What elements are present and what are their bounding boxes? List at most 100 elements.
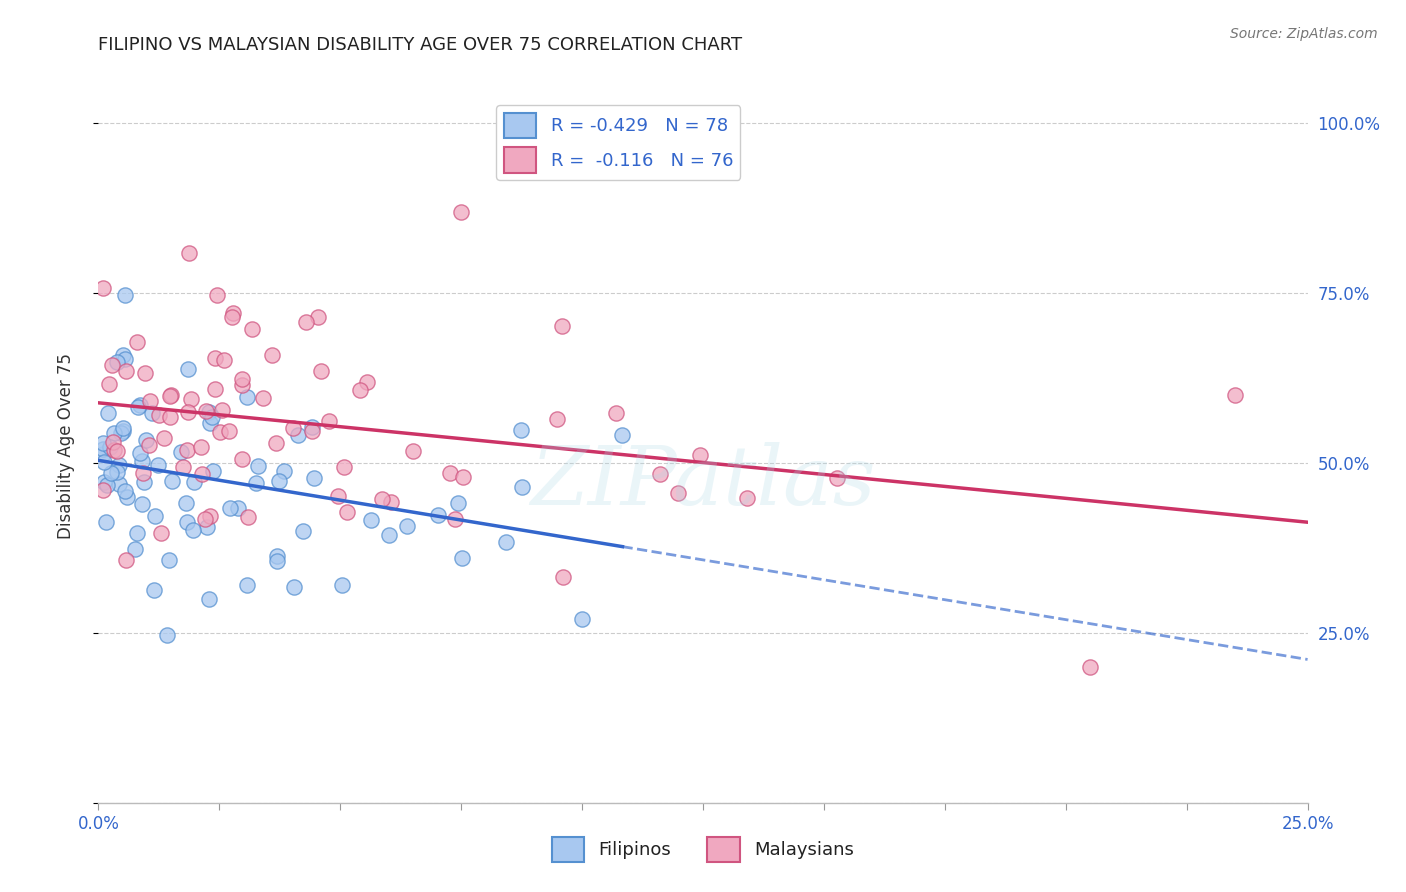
Point (240, 322, 263, 336)
Point (125, 334, 148, 349)
Point (236, 390, 259, 404)
Point (304, 471, 326, 485)
Point (114, 553, 136, 567)
Point (450, 204, 472, 219)
Point (114, 288, 136, 302)
Point (160, 388, 183, 402)
Point (426, 508, 449, 522)
Point (380, 494, 402, 508)
Point (825, 471, 848, 485)
Point (91, 436, 114, 450)
Point (131, 498, 153, 512)
Point (111, 348, 134, 362)
Point (124, 541, 146, 556)
Point (231, 371, 253, 385)
Point (111, 424, 134, 438)
Point (142, 583, 165, 598)
Point (349, 383, 371, 397)
Point (139, 394, 162, 409)
Point (195, 520, 218, 534)
Point (356, 375, 378, 389)
Point (191, 467, 214, 482)
Point (180, 392, 202, 407)
Point (307, 310, 329, 324)
Point (93, 475, 115, 490)
Point (117, 490, 139, 504)
Point (333, 459, 356, 474)
Point (97, 406, 120, 420)
Point (176, 443, 198, 458)
Point (172, 460, 194, 475)
Point (1223, 388, 1246, 402)
Point (177, 246, 200, 260)
Point (153, 431, 176, 445)
Point (201, 464, 224, 478)
Point (218, 424, 240, 438)
Point (105, 355, 128, 369)
Point (291, 524, 314, 538)
Point (131, 454, 153, 468)
Point (495, 535, 517, 549)
Point (100, 358, 122, 372)
Point (246, 458, 269, 473)
Point (148, 408, 170, 422)
Point (127, 400, 149, 414)
Point (110, 425, 132, 440)
Point (735, 491, 758, 505)
Point (94, 515, 117, 529)
Point (447, 496, 470, 510)
Point (207, 288, 229, 302)
Point (231, 378, 253, 392)
Point (267, 475, 290, 489)
Point (336, 505, 359, 519)
Point (183, 475, 205, 490)
Point (103, 442, 125, 457)
Point (105, 465, 128, 479)
Point (287, 427, 309, 442)
Point (170, 444, 193, 458)
Point (108, 477, 131, 491)
Legend: Filipinos, Malaysians: Filipinos, Malaysians (544, 830, 862, 870)
Point (402, 444, 425, 458)
Point (93, 455, 115, 469)
Point (100, 466, 122, 480)
Point (226, 500, 249, 515)
Point (149, 525, 172, 540)
Point (194, 512, 217, 526)
Point (98, 440, 121, 454)
Point (218, 500, 240, 515)
Point (91, 281, 114, 295)
Legend: R = -0.429   N = 78, R =  -0.116   N = 76: R = -0.429 N = 78, R = -0.116 N = 76 (496, 105, 741, 180)
Point (439, 466, 461, 480)
Point (135, 434, 157, 448)
Point (266, 554, 288, 568)
Point (177, 405, 200, 419)
Point (301, 419, 323, 434)
Point (112, 421, 135, 435)
Point (551, 319, 574, 334)
Point (204, 351, 226, 365)
Point (134, 366, 156, 380)
Point (91, 483, 114, 498)
Point (281, 420, 304, 434)
Point (509, 423, 531, 437)
Point (546, 412, 568, 426)
Point (129, 398, 152, 412)
Y-axis label: Disability Age Over 75: Disability Age Over 75 (56, 353, 75, 539)
Point (197, 592, 219, 607)
Point (190, 440, 212, 454)
Point (273, 464, 295, 478)
Point (605, 406, 627, 420)
Point (370, 492, 392, 507)
Point (91, 447, 114, 461)
Point (91, 442, 114, 456)
Point (174, 496, 197, 510)
Point (132, 467, 155, 481)
Point (689, 448, 711, 462)
Point (181, 524, 204, 538)
Point (451, 550, 474, 565)
Point (204, 382, 226, 396)
Point (221, 310, 243, 325)
Text: FILIPINO VS MALAYSIAN DISABILITY AGE OVER 75 CORRELATION CHART: FILIPINO VS MALAYSIAN DISABILITY AGE OVE… (98, 36, 742, 54)
Point (176, 515, 198, 529)
